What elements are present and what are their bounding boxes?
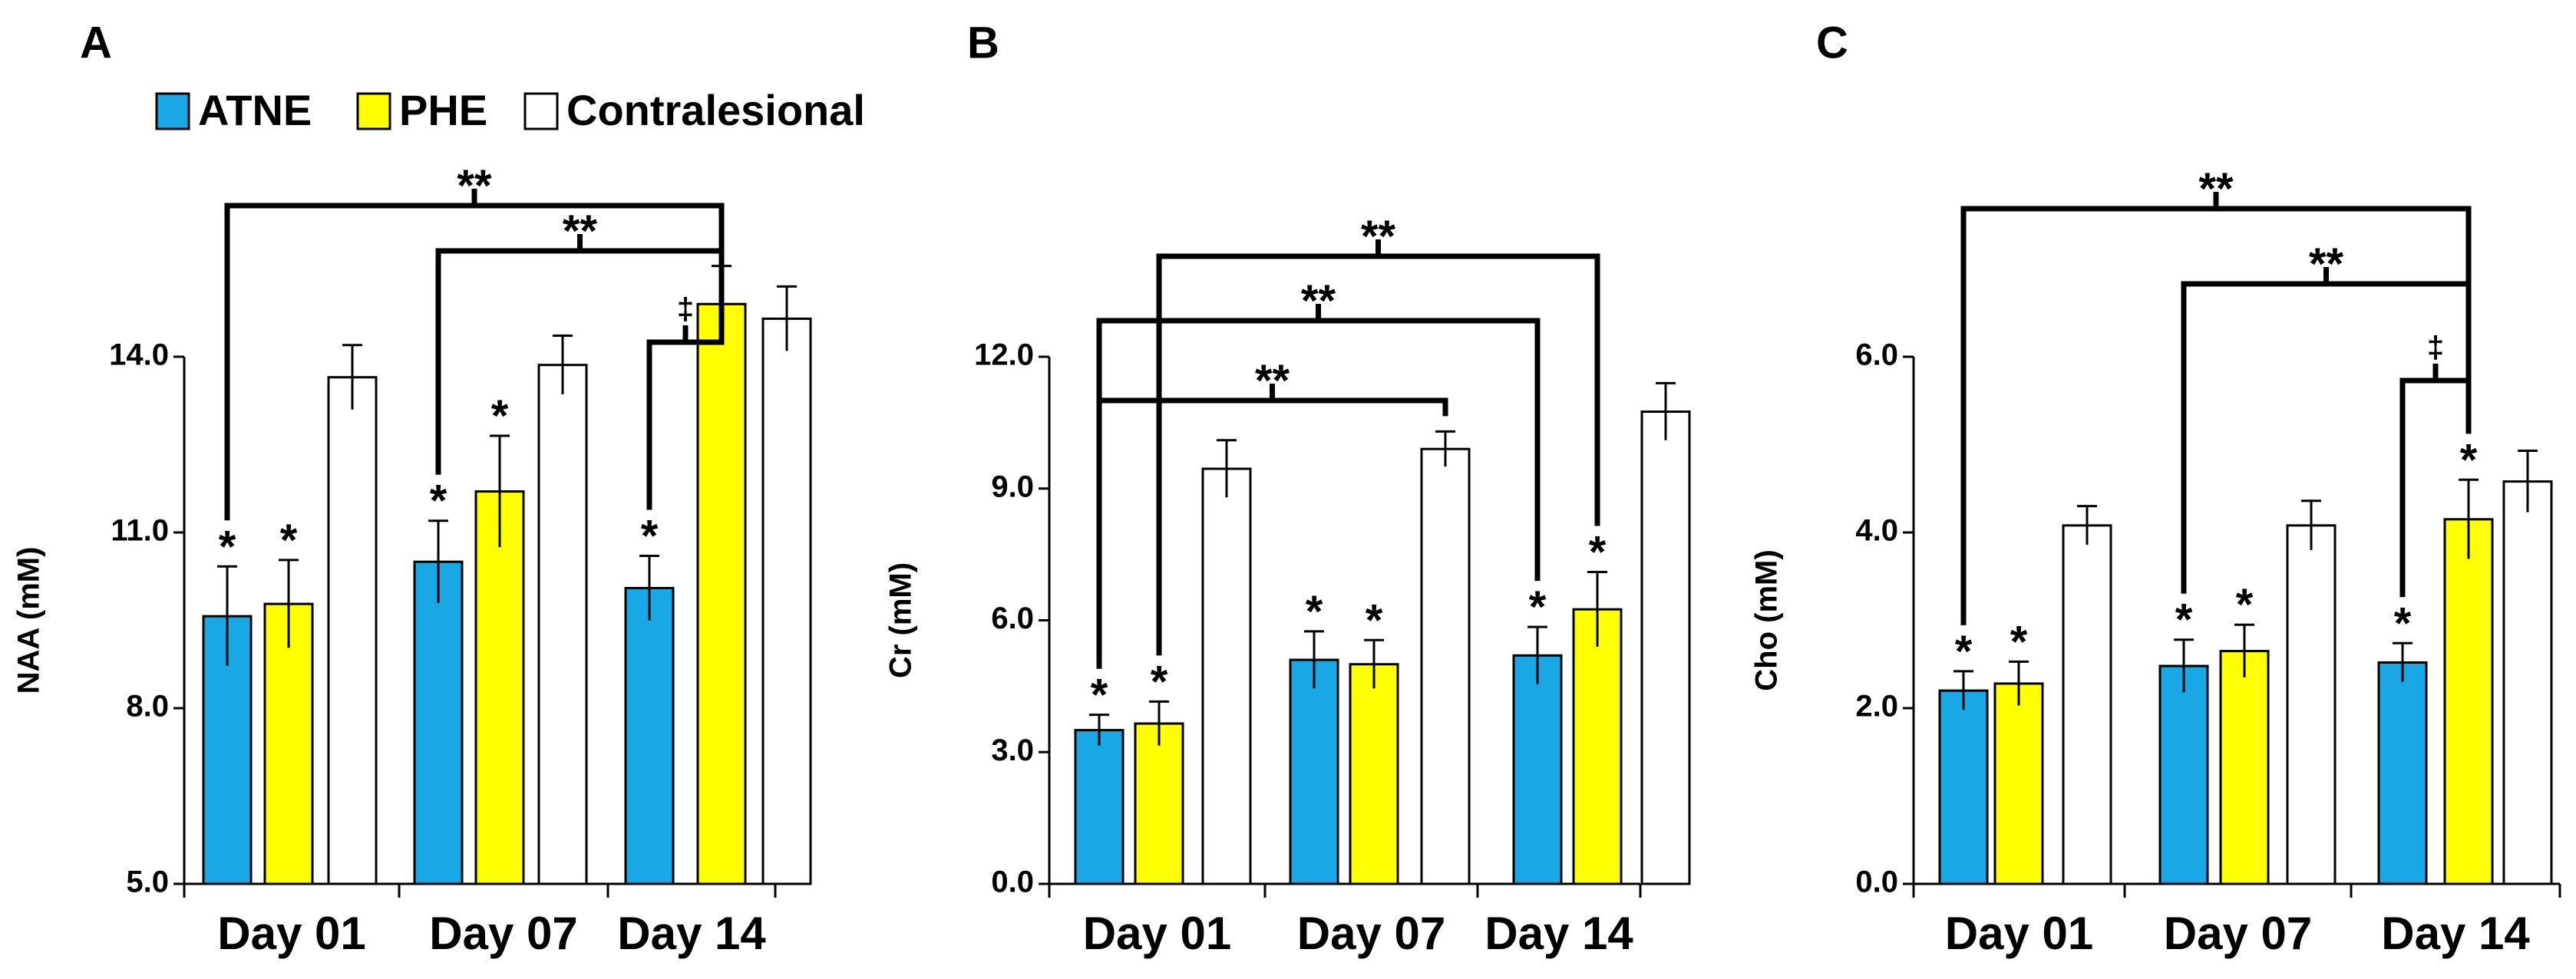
bar-atne-day-07 bbox=[1289, 658, 1339, 885]
y-tick-label: 3.0 bbox=[991, 733, 1034, 767]
comparison-bracket bbox=[1096, 397, 1448, 669]
bar-atne-day-01 bbox=[1074, 729, 1125, 885]
panel-letter: A bbox=[80, 18, 112, 68]
panel-letter: B bbox=[967, 18, 999, 68]
x-category-label: Day 01 bbox=[217, 908, 365, 959]
significance-star: * bbox=[430, 476, 447, 526]
bar-atne-day-14 bbox=[1512, 654, 1563, 885]
comparison-label: ‡ bbox=[677, 292, 694, 326]
bar-atne-day-07 bbox=[413, 560, 464, 885]
bar-contralesional-day-01 bbox=[327, 376, 378, 885]
bar-phe-day-14 bbox=[1572, 608, 1623, 885]
chart-panel-a: A 5.0 8.0 11.0 14.0 NAA (mM) Day 01 Day 07 Day 1… bbox=[12, 18, 812, 959]
x-category-label: Day 14 bbox=[617, 908, 766, 959]
legend: ATNE PHE Contralesional bbox=[155, 86, 865, 134]
comparison-label: ** bbox=[457, 161, 492, 211]
bar-phe-day-14 bbox=[2443, 518, 2494, 885]
bar-contralesional-day-01 bbox=[1201, 467, 1252, 885]
bar-contralesional-day-07 bbox=[1420, 447, 1471, 885]
comparison-label: ** bbox=[563, 206, 598, 256]
y-tick-label: 2.0 bbox=[1855, 690, 1898, 724]
legend-label-phe: PHE bbox=[399, 86, 487, 134]
legend-label-atne: ATNE bbox=[198, 86, 312, 134]
bar-phe-day-07 bbox=[2219, 650, 2270, 885]
bar-contralesional-day-07 bbox=[2286, 524, 2337, 885]
significance-star: * bbox=[2394, 598, 2412, 648]
y-tick-label: 0.0 bbox=[1855, 865, 1898, 899]
y-tick-label: 8.0 bbox=[126, 690, 169, 724]
bar-phe-day-01 bbox=[1993, 682, 2044, 885]
comparison-label: ** bbox=[1361, 212, 1396, 262]
significance-star: * bbox=[1151, 657, 1168, 707]
bar-atne-day-01 bbox=[1938, 689, 1989, 885]
significance-star: * bbox=[1306, 587, 1323, 637]
y-axis-label: NAA (mM) bbox=[12, 547, 46, 694]
x-category-label: Day 14 bbox=[1485, 908, 1633, 959]
legend-swatch-phe bbox=[356, 92, 391, 130]
y-tick-label: 5.0 bbox=[126, 865, 169, 899]
bar-phe-day-07 bbox=[1349, 663, 1399, 885]
y-tick-label: 14.0 bbox=[109, 338, 169, 372]
x-category-label: Day 01 bbox=[1945, 908, 2093, 959]
bar-phe-day-14 bbox=[696, 302, 747, 885]
significance-star: * bbox=[219, 522, 236, 572]
significance-star: * bbox=[641, 512, 659, 562]
x-category-label: Day 01 bbox=[1083, 908, 1231, 959]
significance-star: * bbox=[2236, 580, 2254, 630]
y-tick-label: 12.0 bbox=[974, 338, 1034, 372]
bar-contralesional-day-14 bbox=[1640, 410, 1691, 885]
comparison-label: ** bbox=[1301, 276, 1336, 326]
significance-star: * bbox=[1091, 671, 1108, 720]
bar-contralesional-day-14 bbox=[2502, 480, 2553, 885]
chart-panel-b: B 0.0 3.0 6.0 9.0 12.0 Cr (mM) Day 01 Day 07 Day … bbox=[884, 18, 1691, 959]
y-tick-label: 6.0 bbox=[991, 602, 1034, 635]
bar-atne-day-07 bbox=[2158, 664, 2209, 885]
y-axis-label: Cho (mM) bbox=[1750, 549, 1784, 691]
bar-atne-day-14 bbox=[624, 587, 675, 885]
comparison-label: ** bbox=[2198, 164, 2234, 214]
x-category-label: Day 14 bbox=[2381, 908, 2530, 959]
bar-contralesional-day-01 bbox=[2062, 524, 2112, 885]
significance-star: * bbox=[2010, 617, 2028, 667]
x-category-label: Day 07 bbox=[2164, 908, 2312, 959]
legend-label-contralesional: Contralesional bbox=[566, 86, 865, 134]
significance-star: * bbox=[2175, 595, 2193, 645]
bar-contralesional-day-14 bbox=[761, 317, 812, 885]
y-tick-label: 11.0 bbox=[111, 514, 169, 548]
y-tick-label: 0.0 bbox=[991, 865, 1034, 899]
significance-star: * bbox=[491, 391, 509, 441]
bar-contralesional-day-07 bbox=[537, 364, 588, 885]
significance-star: * bbox=[1955, 627, 1973, 677]
significance-star: * bbox=[280, 516, 298, 565]
comparison-bracket bbox=[1960, 206, 2472, 625]
comparison-label: ** bbox=[2309, 239, 2344, 289]
y-tick-label: 6.0 bbox=[1855, 338, 1898, 372]
bar-phe-day-01 bbox=[1134, 722, 1184, 885]
x-category-label: Day 07 bbox=[1297, 908, 1445, 959]
significance-star: * bbox=[1529, 582, 1547, 632]
bar-atne-day-14 bbox=[2377, 661, 2428, 885]
legend-swatch-contralesional bbox=[523, 92, 559, 130]
bar-phe-day-07 bbox=[474, 490, 525, 885]
comparison-label: ** bbox=[1255, 356, 1290, 406]
y-axis-label: Cr (mM) bbox=[884, 562, 918, 678]
significance-star: * bbox=[2460, 435, 2478, 485]
legend-swatch-atne bbox=[155, 92, 190, 130]
y-tick-label: 4.0 bbox=[1855, 514, 1898, 548]
y-tick-label: 9.0 bbox=[991, 470, 1034, 503]
x-category-label: Day 07 bbox=[429, 908, 577, 959]
comparison-label: ‡ bbox=[2427, 331, 2444, 364]
panel-letter: C bbox=[1816, 18, 1848, 68]
significance-star: * bbox=[1589, 528, 1607, 578]
significance-star: * bbox=[1366, 595, 1383, 645]
chart-panel-c: C 0.0 2.0 4.0 6.0 Cho (mM) Day 01 Day 07 Day 14 *… bbox=[1750, 18, 2561, 959]
